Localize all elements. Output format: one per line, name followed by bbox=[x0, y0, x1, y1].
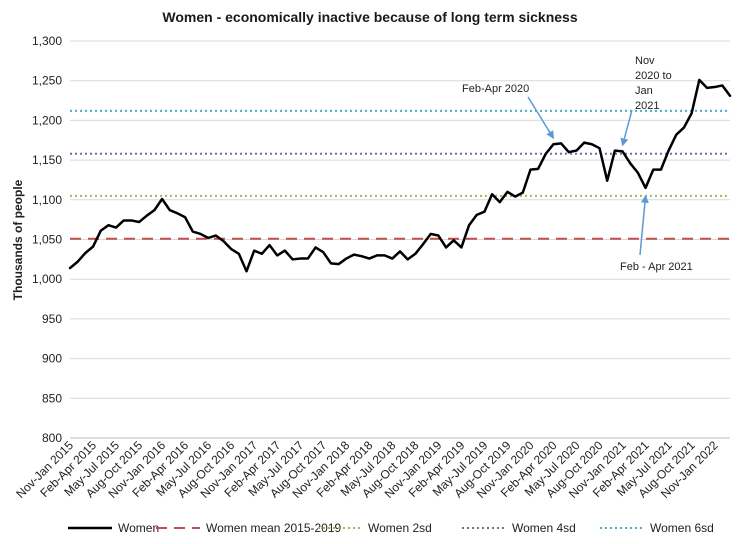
annotation-arrow bbox=[527, 96, 555, 140]
annotation-line: 2020 to bbox=[635, 70, 672, 82]
y-tick-label: 1,150 bbox=[32, 153, 62, 167]
legend-label: Women 6sd bbox=[650, 521, 714, 535]
legend-label: Women bbox=[118, 521, 159, 535]
y-tick-label: 1,100 bbox=[32, 193, 62, 207]
annotation-label: Feb-Apr 2020 bbox=[462, 83, 529, 95]
legend-label: Women 2sd bbox=[368, 521, 432, 535]
annotation-arrow bbox=[620, 109, 633, 147]
series-line-women bbox=[68, 78, 732, 273]
chart-title: Women - economically inactive because of… bbox=[162, 9, 578, 25]
y-tick-label: 850 bbox=[42, 391, 62, 405]
y-tick-label: 1,250 bbox=[32, 74, 62, 88]
y-tick-label: 1,300 bbox=[32, 34, 62, 48]
annotation-arrow bbox=[639, 194, 649, 256]
annotation-line: Jan bbox=[635, 85, 653, 97]
y-tick-label: 800 bbox=[42, 431, 62, 445]
annotation-line: Nov bbox=[635, 55, 655, 67]
legend: Women Women mean 2015-2019 Women 2sd Women … bbox=[68, 521, 714, 535]
y-tick-label: 900 bbox=[42, 352, 62, 366]
legend-label: Women 4sd bbox=[512, 521, 576, 535]
legend-label: Women mean 2015-2019 bbox=[206, 521, 342, 535]
y-tick-label: 1,050 bbox=[32, 233, 62, 247]
series-lines bbox=[68, 78, 732, 273]
y-tick-label: 1,200 bbox=[32, 113, 62, 127]
y-tick-label: 950 bbox=[42, 312, 62, 326]
annotation-line: Feb-Apr 2020 bbox=[462, 83, 529, 95]
annotation-label: Nov 2020 to Jan 2021 bbox=[635, 55, 672, 112]
annotation-label: Feb - Apr 2021 bbox=[620, 261, 693, 273]
axes: 800 850 900 950 1,000 1,050 1,100 1,150 1,200 1,2… bbox=[13, 34, 730, 501]
y-tick-label: 1,000 bbox=[32, 272, 62, 286]
annotation-line: Feb - Apr 2021 bbox=[620, 261, 693, 273]
annotation-line: 2021 bbox=[635, 100, 659, 112]
reference-lines bbox=[70, 109, 730, 240]
y-axis-label: Thousands of people bbox=[11, 179, 25, 300]
annotations: Feb-Apr 2020 Nov 2020 to Jan 2021 Feb - Apr 2… bbox=[462, 55, 693, 273]
